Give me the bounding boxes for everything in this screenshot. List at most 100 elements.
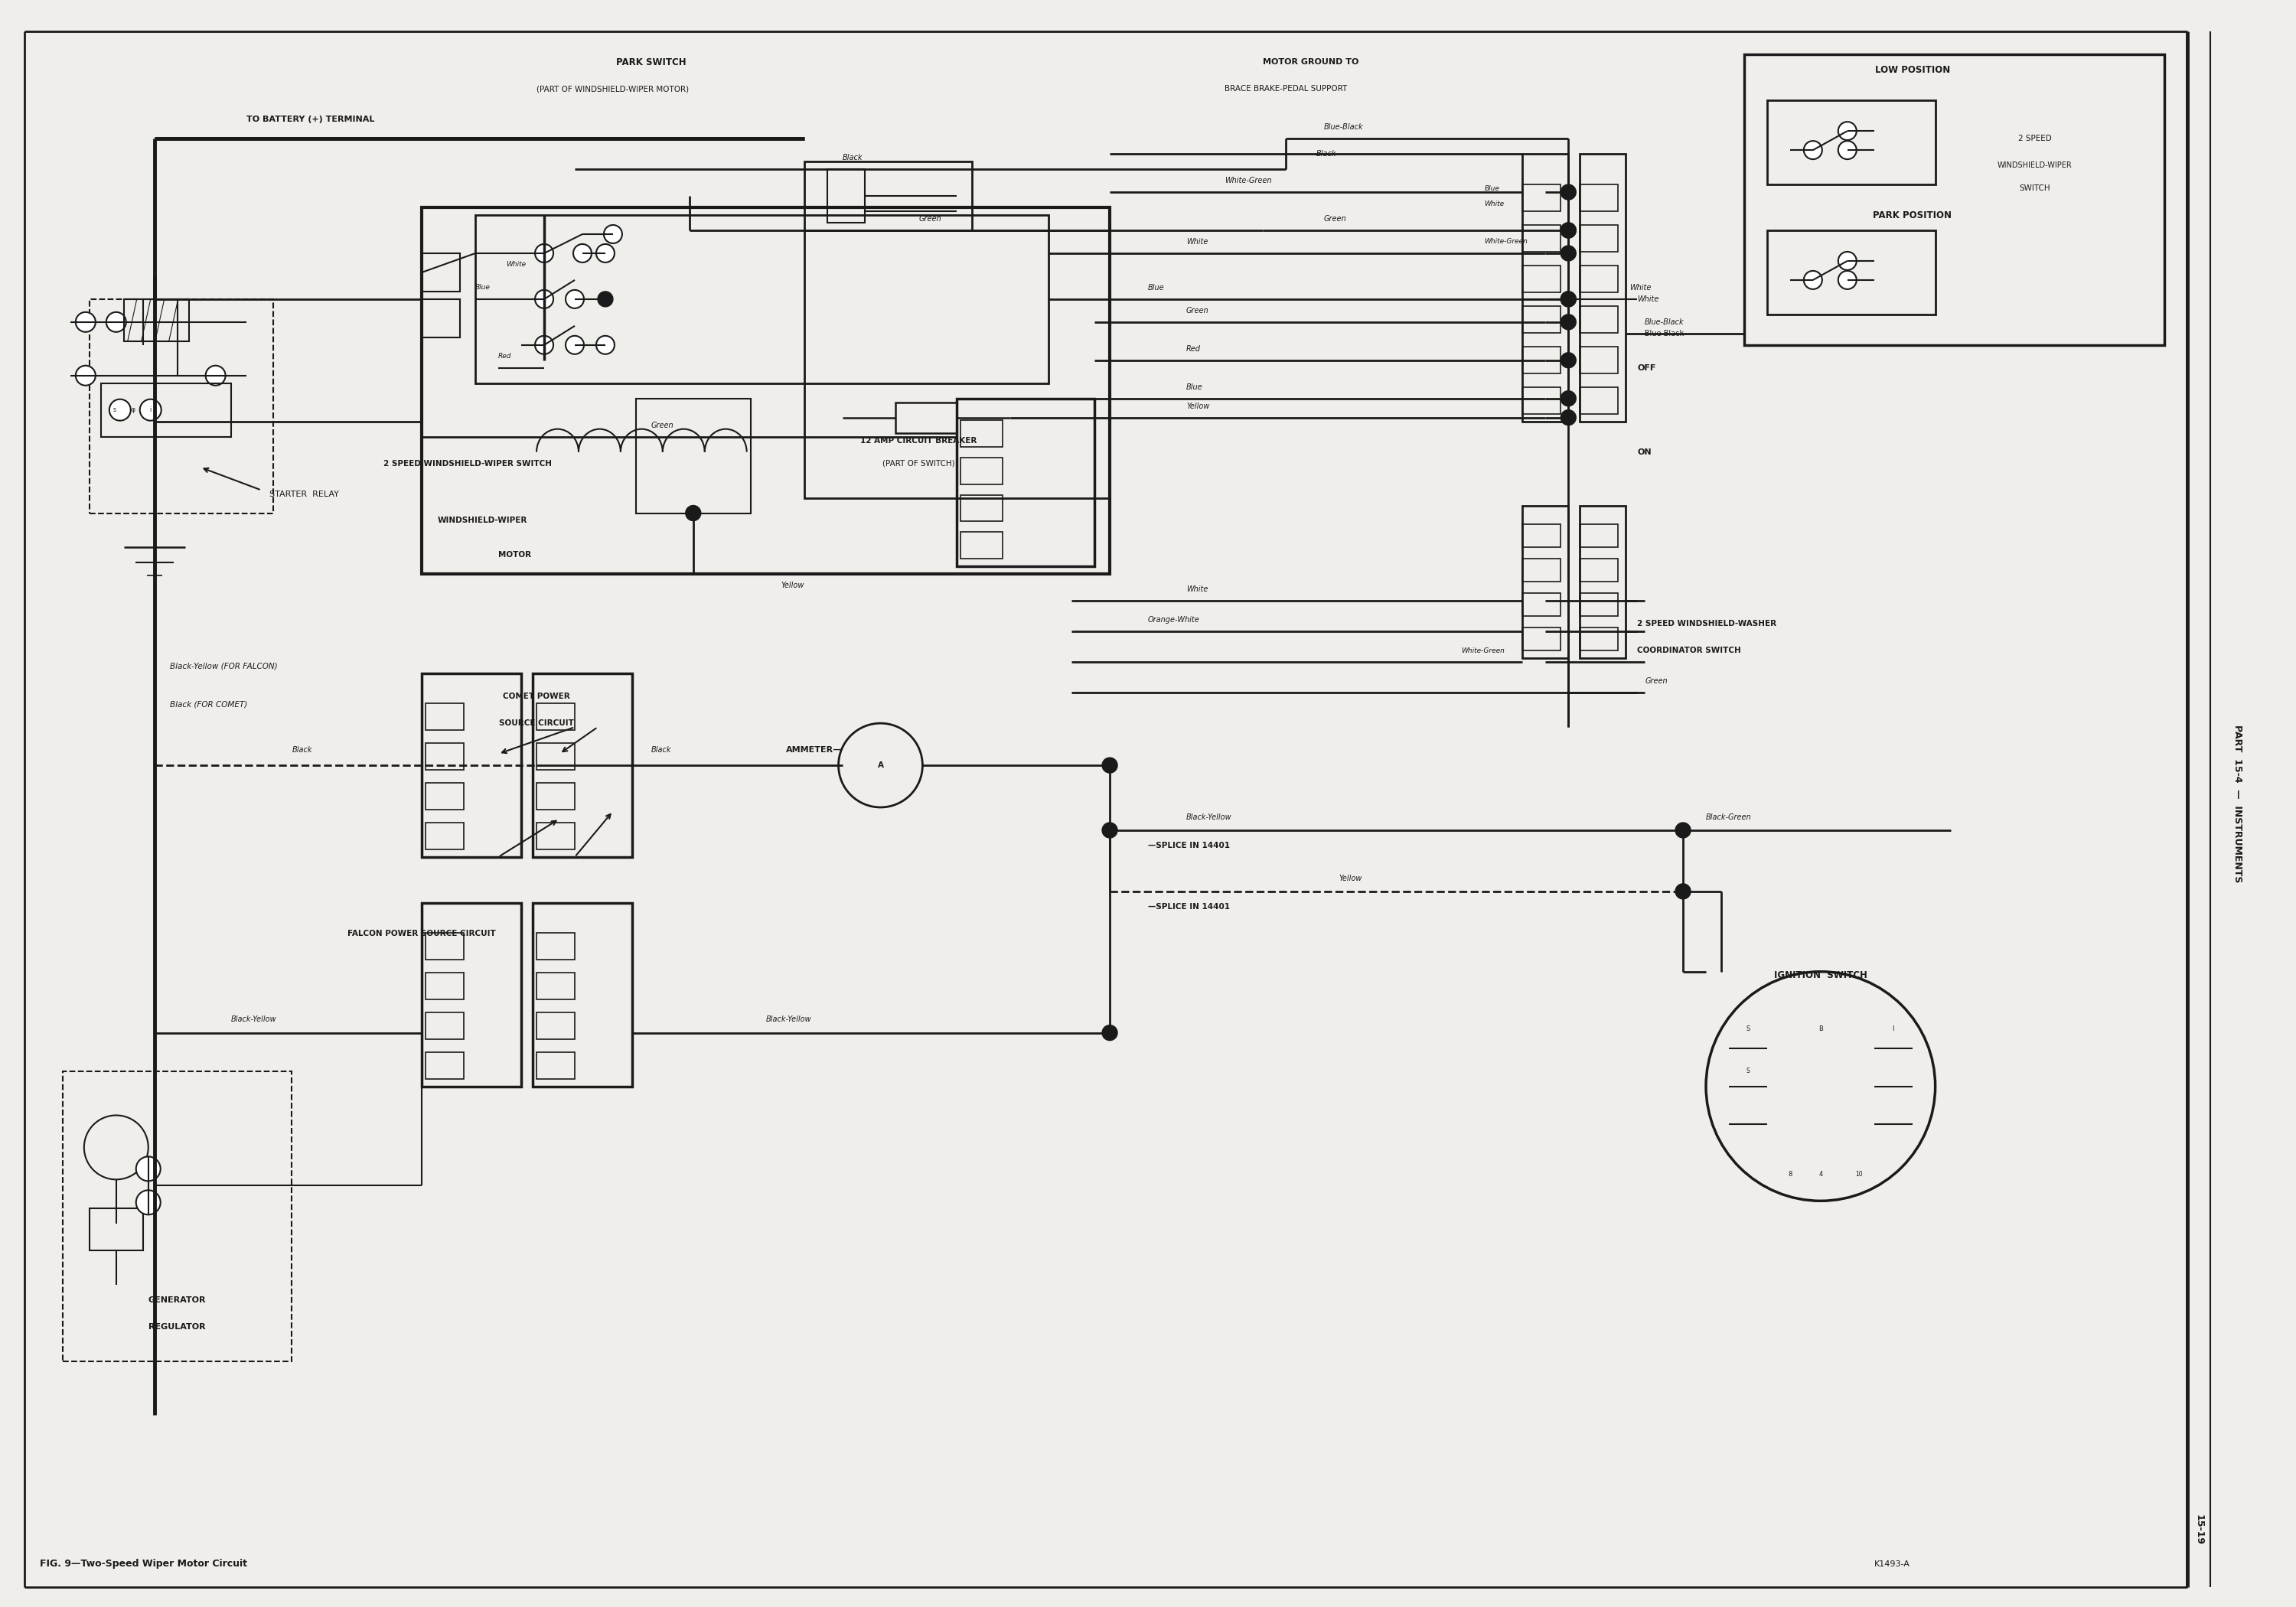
Text: 8: 8 (1789, 1172, 1793, 1178)
Text: Black-Yellow: Black-Yellow (767, 1016, 810, 1022)
Circle shape (687, 506, 700, 521)
Bar (537, 1012, 574, 1038)
Bar (62, 1070, 292, 1361)
Circle shape (1839, 122, 1857, 140)
Text: STARTER  RELAY: STARTER RELAY (269, 490, 338, 498)
Text: —Blue-Black: —Blue-Black (1637, 329, 1683, 337)
Circle shape (1805, 272, 1823, 289)
Circle shape (1561, 223, 1575, 238)
Text: Black-Yellow: Black-Yellow (1187, 813, 1233, 821)
Circle shape (565, 336, 583, 354)
Circle shape (110, 399, 131, 421)
Text: MOTOR GROUND TO: MOTOR GROUND TO (1263, 58, 1359, 66)
Bar (425, 1012, 464, 1038)
Text: Black (FOR COMET): Black (FOR COMET) (170, 701, 248, 709)
Text: White-Green: White-Green (1460, 648, 1504, 654)
Text: Green: Green (918, 215, 941, 223)
Bar (960, 495, 1003, 522)
Text: AMMETER—: AMMETER— (785, 746, 843, 754)
Circle shape (1676, 823, 1690, 837)
Text: —SPLICE IN 14401: —SPLICE IN 14401 (1148, 842, 1231, 850)
Text: 10: 10 (1855, 1172, 1862, 1178)
Circle shape (1839, 272, 1857, 289)
Bar (533, 903, 631, 1086)
Text: Green: Green (1187, 307, 1210, 315)
Bar (1768, 230, 1936, 315)
Bar (827, 169, 866, 223)
Text: Black: Black (292, 746, 312, 754)
Bar (1580, 305, 1619, 333)
Bar (1580, 593, 1619, 615)
Bar (1522, 559, 1561, 582)
Text: OFF: OFF (1637, 365, 1655, 371)
Bar (537, 783, 574, 810)
Bar (960, 458, 1003, 484)
Text: White-Green: White-Green (1483, 238, 1527, 246)
Bar (960, 419, 1003, 447)
Circle shape (535, 244, 553, 262)
Text: Yellow: Yellow (1187, 402, 1210, 410)
Circle shape (574, 244, 592, 262)
Text: S: S (1745, 1025, 1750, 1032)
Circle shape (135, 1191, 161, 1215)
Bar (425, 783, 464, 810)
Bar (537, 972, 574, 1000)
Text: Black-Yellow (FOR FALCON): Black-Yellow (FOR FALCON) (170, 662, 278, 670)
Text: Yellow: Yellow (1339, 874, 1362, 882)
Text: Blue: Blue (475, 284, 491, 291)
Circle shape (135, 1157, 161, 1181)
Circle shape (535, 289, 553, 309)
Circle shape (1676, 884, 1690, 898)
Text: Blue: Blue (1483, 185, 1499, 191)
Bar (1522, 154, 1568, 421)
Bar (422, 207, 1109, 574)
Text: ON: ON (1637, 448, 1651, 456)
Text: White: White (1630, 284, 1651, 291)
Bar (1522, 524, 1561, 548)
Text: White: White (1483, 201, 1504, 207)
Circle shape (1561, 291, 1575, 307)
Bar (425, 932, 464, 959)
Bar (425, 972, 464, 1000)
Bar (1580, 506, 1626, 659)
Bar (1580, 225, 1619, 252)
Bar (422, 673, 521, 857)
Circle shape (76, 312, 96, 333)
Text: PART  15-4  —  INSTRUMENTS: PART 15-4 — INSTRUMENTS (2232, 725, 2243, 882)
Text: COMET POWER: COMET POWER (503, 693, 569, 701)
Text: 2 SPEED WINDSHIELD-WASHER: 2 SPEED WINDSHIELD-WASHER (1637, 620, 1777, 628)
Circle shape (565, 289, 583, 309)
Text: B: B (1818, 1025, 1823, 1032)
Text: White: White (1187, 238, 1208, 246)
Circle shape (1102, 823, 1118, 837)
Bar (1745, 55, 2165, 346)
Bar (1522, 225, 1561, 252)
Bar (1580, 185, 1619, 211)
Text: 15-19: 15-19 (2195, 1514, 2204, 1544)
Text: White-Green: White-Green (1224, 177, 1272, 185)
Circle shape (535, 336, 553, 354)
Circle shape (207, 366, 225, 386)
Text: PARK SWITCH: PARK SWITCH (615, 58, 687, 67)
Bar (804, 162, 971, 230)
Text: LOW POSITION: LOW POSITION (1876, 64, 1949, 76)
Text: 2 SPEED WINDSHIELD-WIPER SWITCH: 2 SPEED WINDSHIELD-WIPER SWITCH (383, 460, 551, 468)
Text: FIG. 9—Two-Speed Wiper Motor Circuit: FIG. 9—Two-Speed Wiper Motor Circuit (39, 1559, 248, 1568)
Text: (PART OF SWITCH): (PART OF SWITCH) (882, 460, 955, 468)
Circle shape (1561, 223, 1575, 238)
Bar (422, 299, 459, 337)
Bar (1522, 185, 1561, 211)
Bar (533, 673, 631, 857)
Text: SOURCE CIRCUIT: SOURCE CIRCUIT (498, 720, 574, 726)
Text: (PART OF WINDSHIELD-WIPER MOTOR): (PART OF WINDSHIELD-WIPER MOTOR) (537, 85, 689, 93)
Circle shape (597, 291, 613, 307)
Bar (537, 742, 574, 770)
Text: Red: Red (498, 354, 512, 360)
Text: Blue: Blue (1148, 284, 1164, 291)
Bar (1580, 265, 1619, 292)
Text: K1493-A: K1493-A (1874, 1560, 1910, 1568)
Circle shape (1839, 141, 1857, 159)
Bar (422, 254, 459, 291)
Circle shape (1561, 410, 1575, 426)
Circle shape (604, 225, 622, 243)
